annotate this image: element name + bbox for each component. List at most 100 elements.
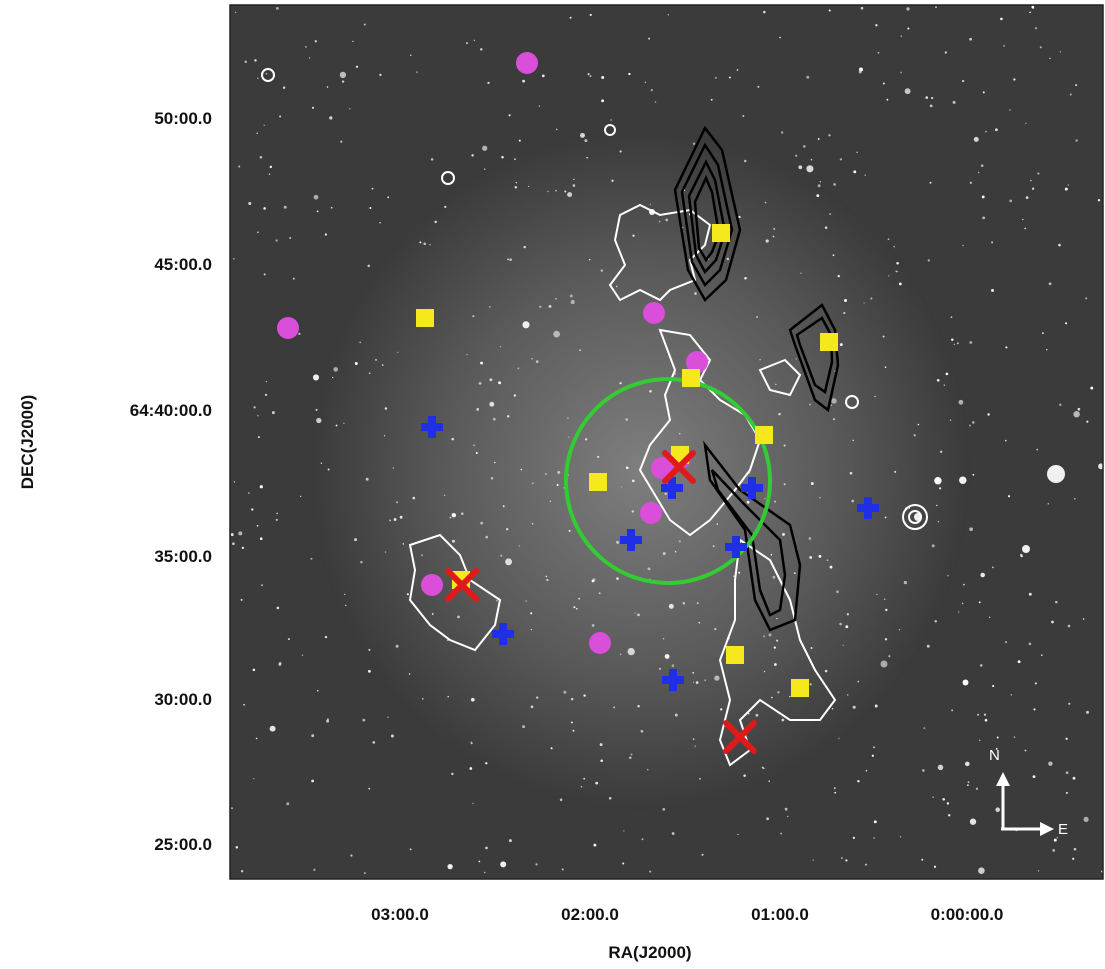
blue-cross-marker — [725, 536, 747, 558]
star — [368, 787, 371, 790]
star — [548, 304, 552, 308]
star — [793, 572, 796, 575]
star — [275, 239, 278, 242]
star — [611, 179, 614, 182]
star — [882, 335, 885, 338]
star — [678, 540, 682, 543]
magenta-circle-marker — [516, 52, 538, 74]
star — [599, 743, 603, 747]
star — [632, 234, 635, 237]
star — [744, 276, 747, 280]
star — [844, 299, 847, 302]
star — [943, 384, 945, 386]
star — [300, 495, 302, 497]
star — [1041, 654, 1043, 656]
star — [969, 424, 971, 427]
star — [969, 527, 973, 532]
star — [875, 24, 878, 27]
star — [362, 718, 366, 722]
star — [777, 691, 780, 694]
star — [234, 11, 237, 14]
star — [695, 681, 699, 684]
star — [893, 245, 896, 248]
star — [665, 218, 668, 222]
star — [518, 545, 520, 547]
star — [527, 185, 530, 188]
star — [816, 194, 820, 198]
blue-cross-bar — [668, 477, 676, 499]
star — [964, 761, 970, 767]
star — [991, 288, 994, 292]
star — [305, 46, 307, 48]
star — [1090, 386, 1094, 390]
star — [980, 572, 985, 578]
star — [324, 233, 328, 236]
star — [781, 131, 784, 134]
star — [1033, 708, 1036, 711]
white-contour-blob-6 — [604, 124, 616, 136]
star — [625, 466, 629, 470]
star — [344, 593, 346, 596]
star — [1017, 660, 1021, 664]
star — [698, 621, 701, 624]
star — [849, 471, 853, 475]
star — [852, 439, 854, 442]
star — [408, 673, 411, 675]
star — [268, 173, 271, 175]
star — [1004, 641, 1008, 644]
star — [1075, 84, 1078, 87]
x-axis-title: RA(J2000) — [608, 943, 691, 962]
star — [1005, 346, 1008, 349]
yellow-square-marker — [726, 646, 744, 664]
yellow-square-marker — [589, 473, 607, 491]
star — [830, 404, 833, 406]
star — [238, 165, 241, 168]
star — [601, 76, 605, 79]
star — [678, 432, 681, 435]
star — [350, 854, 353, 857]
star — [240, 598, 243, 601]
star — [917, 423, 920, 426]
star — [251, 508, 254, 511]
star — [991, 566, 994, 569]
star — [962, 679, 969, 686]
star — [649, 203, 652, 205]
star — [865, 769, 868, 772]
star — [828, 134, 831, 137]
star — [547, 190, 549, 193]
star — [817, 184, 821, 188]
star — [1046, 349, 1048, 351]
star — [256, 524, 259, 527]
x-axis: 03:00.0 02:00.0 01:00.0 0:00:00.0 RA(J20… — [371, 905, 1003, 962]
star — [473, 39, 476, 42]
star — [776, 617, 778, 620]
yellow-square-marker — [820, 333, 838, 351]
star — [907, 27, 910, 30]
star — [625, 418, 629, 421]
star — [817, 138, 820, 140]
star — [780, 832, 782, 835]
star — [975, 787, 978, 790]
star — [567, 192, 573, 198]
star — [354, 538, 357, 542]
star — [887, 238, 890, 241]
star — [384, 407, 388, 410]
star — [809, 683, 812, 686]
star — [531, 358, 533, 360]
star — [763, 767, 765, 770]
star — [505, 558, 513, 566]
red-x-marker — [445, 568, 479, 602]
star — [332, 376, 334, 379]
star — [480, 361, 484, 365]
star — [858, 67, 864, 72]
star-field — [230, 5, 1103, 874]
star — [579, 349, 581, 351]
star — [904, 88, 911, 95]
star — [416, 71, 418, 73]
star — [520, 468, 523, 471]
star — [244, 60, 247, 64]
star — [763, 635, 766, 638]
star — [480, 48, 483, 51]
star — [257, 415, 259, 417]
star — [487, 81, 490, 85]
